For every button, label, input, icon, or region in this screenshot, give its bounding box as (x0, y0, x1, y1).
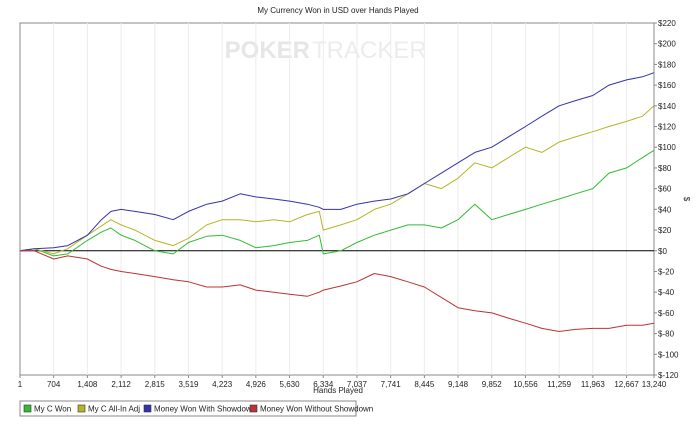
legend-swatch (23, 404, 32, 413)
x-tick-label: 2,815 (145, 380, 166, 389)
y-tick-label: $-60 (658, 309, 675, 318)
x-tick-label: 1 (18, 380, 23, 389)
legend-label: Money Won Without Showdown (260, 405, 373, 414)
x-axis-title: Hands Played (313, 386, 363, 395)
y-tick-label: $100 (658, 143, 676, 152)
x-tick-label: 1,408 (77, 380, 98, 389)
legend-label: My C All-In Adj (88, 405, 140, 414)
legend-box (19, 400, 357, 417)
y-tick-label: $120 (658, 123, 676, 132)
x-tick-label: 4,926 (246, 380, 267, 389)
x-axis-ticks: 1 704 1,408 2,112 2,815 3,519 4,223 4,926 5,630 6… (18, 375, 667, 389)
y-tick-label: $220 (658, 19, 676, 28)
y-tick-label: $200 (658, 40, 676, 49)
legend-swatch (143, 404, 152, 413)
x-tick-label: 704 (47, 380, 61, 389)
grid-layer (53, 23, 628, 375)
legend-swatch (249, 404, 258, 413)
series-line-1 (19, 105, 655, 255)
legend-label: Money Won With Showdown (154, 405, 256, 414)
x-tick-label: 12,667 (614, 380, 639, 389)
y-axis-title: $ (682, 197, 691, 202)
legend-label: My C Won (34, 405, 71, 414)
x-tick-label: 10,556 (513, 380, 538, 389)
y-tick-label: $180 (658, 60, 676, 69)
x-tick-label: 4,223 (212, 380, 233, 389)
watermark-poker: POKER (225, 37, 310, 64)
x-tick-label: 5,630 (280, 380, 301, 389)
y-tick-label: $160 (658, 81, 676, 90)
y-tick-label: $-40 (658, 288, 675, 297)
x-tick-label: 7,037 (347, 380, 368, 389)
chart-title: My Currency Won in USD over Hands Played (257, 6, 418, 15)
y-tick-label: $-20 (658, 267, 675, 276)
series-line-0 (19, 149, 655, 257)
x-tick-label: 9,148 (448, 380, 469, 389)
x-tick-label: 13,240 (642, 380, 667, 389)
x-tick-label: 6,334 (313, 380, 334, 389)
series-line-3 (20, 250, 655, 332)
y-tick-label: $-120 (658, 371, 679, 380)
y-tick-label: $80 (658, 164, 672, 173)
x-tick-label: 9,852 (482, 380, 503, 389)
x-tick-label: 8,445 (414, 380, 435, 389)
y-tick-label: $140 (658, 102, 676, 111)
x-tick-label: 7,741 (381, 380, 402, 389)
y-tick-label: $20 (658, 226, 672, 235)
legend: My C Won My C All-In Adj Money Won With Sh… (23, 404, 373, 414)
x-tick-label: 11,259 (547, 380, 571, 389)
x-tick-label: 3,519 (178, 380, 199, 389)
y-tick-label: $0 (658, 247, 667, 256)
y-axis-ticks: $-120 $-100 $-80 $-60 $-40 $-20 $0 $20 $40 $60 $80… (654, 19, 679, 380)
legend-swatch (77, 404, 86, 413)
series-layer (19, 72, 655, 332)
y-tick-label: $-100 (658, 350, 679, 359)
watermark-tracker: TRACKER (312, 37, 427, 64)
plot-border (19, 22, 655, 376)
y-tick-label: $-80 (658, 330, 675, 339)
y-tick-label: $40 (658, 205, 672, 214)
x-tick-label: 11,963 (581, 380, 605, 389)
x-tick-label: 2,112 (111, 380, 131, 389)
series-line-2 (19, 72, 655, 252)
y-tick-label: $60 (658, 185, 672, 194)
